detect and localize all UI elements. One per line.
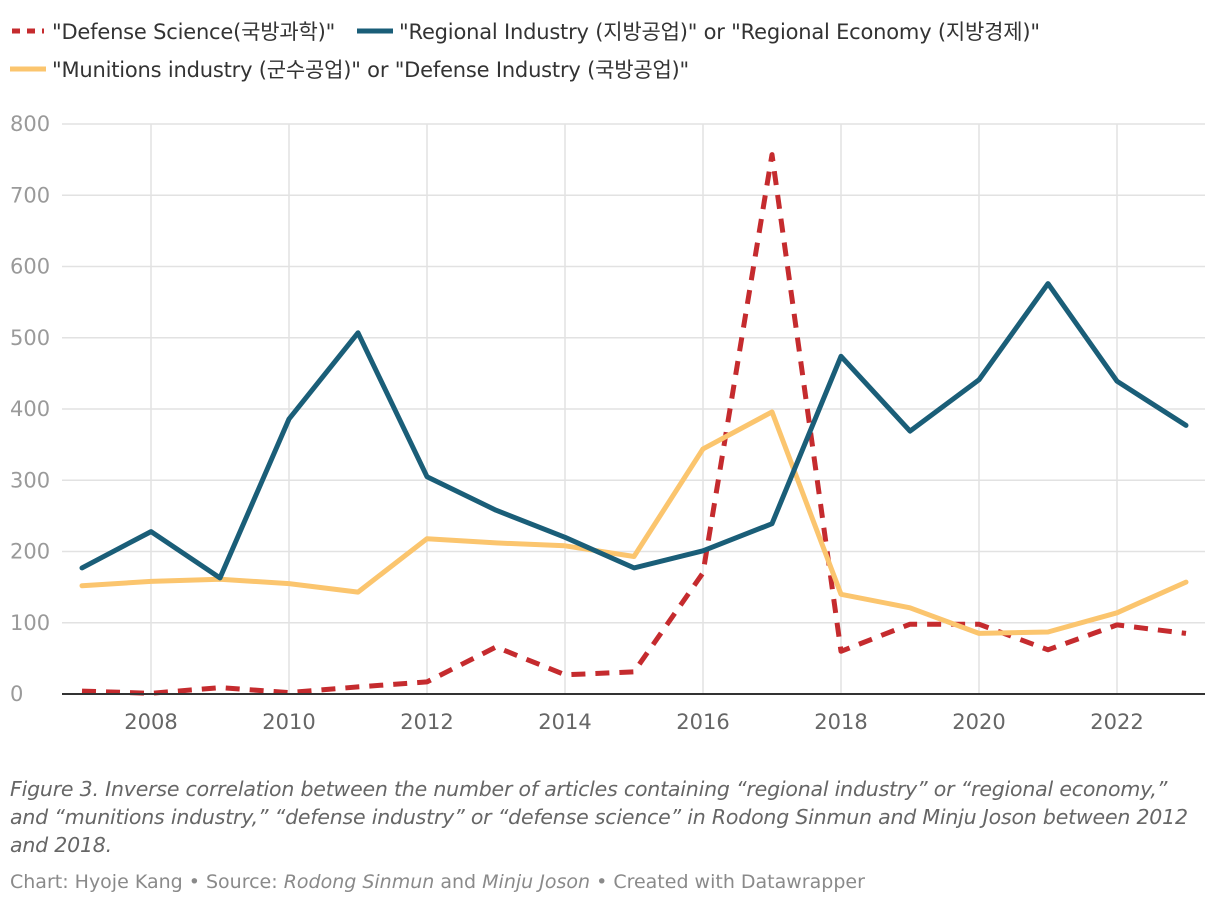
y-tick-label: 400 [10, 397, 50, 421]
grid-layer [62, 123, 1205, 694]
line-chart: 0 100 200 300 400 500 600 700 800 2008 2010 2012 201… [10, 112, 1205, 734]
legend-row-2: "Munitions industry (군수공업)" or "Defense … [10, 50, 1210, 88]
legend-label-regional: "Regional Industry (지방공업)" or "Regional … [399, 20, 1040, 44]
y-tick-label: 0 [10, 682, 23, 706]
credits-suffix: • Created with Datawrapper [590, 871, 865, 893]
legend-item-regional: "Regional Industry (지방공업)" or "Regional … [357, 16, 1040, 46]
axis-layer: 0 100 200 300 400 500 600 700 800 2008 2010 2012 201… [10, 112, 1205, 734]
legend-item-munitions: "Munitions industry (군수공업)" or "Defense … [10, 54, 689, 84]
credits-source-2: Minju Joson [482, 871, 591, 893]
x-tick-label: 2012 [400, 710, 453, 734]
x-tick-label: 2008 [124, 710, 177, 734]
legend-label-defense-science: "Defense Science(국방과학)" [52, 20, 336, 44]
legend-swatch-regional [357, 28, 394, 34]
y-tick-label: 100 [10, 611, 50, 635]
legend: "Defense Science(국방과학)" "Regional Indust… [10, 12, 1210, 88]
series-line-munitions [79, 409, 1189, 636]
x-tick-label: 2022 [1090, 710, 1143, 734]
legend-swatch-munitions [10, 66, 46, 72]
series-line-defense_science [81, 152, 1187, 696]
legend-swatch-defense-science [12, 28, 44, 34]
y-tick-label: 200 [10, 540, 50, 564]
chart-credits: Chart: Hyoje Kang • Source: Rodong Sinmu… [10, 871, 865, 893]
y-tick-label: 700 [10, 183, 50, 207]
figure-caption: Figure 3. Inverse correlation between th… [10, 777, 1188, 857]
x-tick-label: 2018 [814, 710, 867, 734]
y-tick-label: 600 [10, 255, 50, 279]
x-tick-label: 2010 [262, 710, 315, 734]
x-tick-label: 2020 [952, 710, 1005, 734]
y-tick-label: 800 [10, 112, 50, 136]
x-tick-label: 2014 [538, 710, 591, 734]
legend-row-1: "Defense Science(국방과학)" "Regional Indust… [10, 12, 1210, 50]
x-tick-label: 2016 [676, 710, 729, 734]
series-layer [79, 152, 1189, 696]
y-tick-label: 300 [10, 468, 50, 492]
credits-source-1: Rodong Sinmun [283, 871, 435, 893]
series-line-regional [79, 281, 1189, 581]
credits-prefix: Chart: Hyoje Kang • Source: [10, 871, 284, 893]
y-tick-label: 500 [10, 326, 50, 350]
legend-item-defense-science: "Defense Science(국방과학)" [10, 16, 335, 46]
legend-label-munitions: "Munitions industry (군수공업)" or "Defense … [52, 58, 690, 82]
credits-and: and [434, 871, 483, 893]
